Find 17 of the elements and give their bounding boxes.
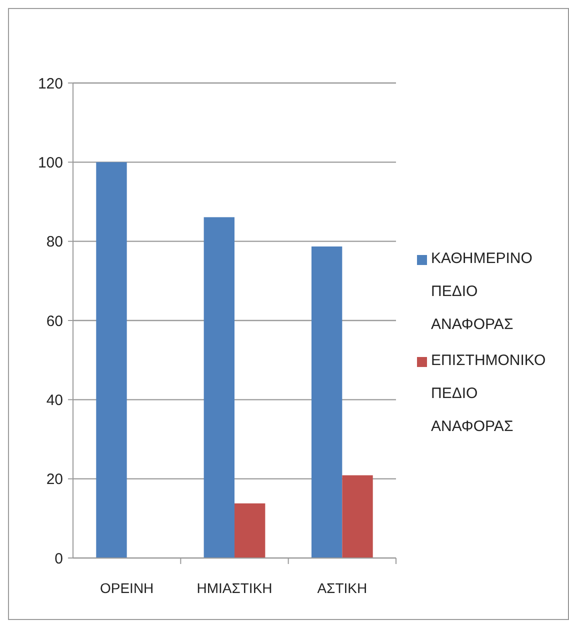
y-tick-label: 0 [54, 550, 63, 568]
y-tick-label: 100 [38, 154, 63, 172]
bar [234, 503, 266, 558]
y-tick-label: 80 [46, 234, 63, 251]
x-tick-label: ΟΡΕΙΝΗ [100, 580, 154, 596]
x-tick-label: ΑΣΤΙΚΗ [317, 580, 368, 596]
y-tick-label: 60 [46, 312, 63, 330]
x-tick-label: ΗΜΙΑΣΤΙΚΗ [196, 580, 272, 596]
y-tick-label: 40 [46, 392, 63, 409]
bar [96, 162, 127, 558]
y-tick-label: 20 [46, 471, 63, 488]
bar [311, 246, 342, 558]
bar [342, 475, 373, 558]
y-tick-label: 120 [38, 75, 63, 92]
legend-label: ΚΑΘΗΜΕΡΙΝΟ ΠΕΔΙΟ ΑΝΑΦΟΡΑΣ [431, 250, 532, 333]
bar [204, 217, 234, 558]
legend-label: ΕΠΙΣΤΗΜΟΝΙΚΟ ΠΕΔΙΟ ΑΝΑΦΟΡΑΣ [431, 352, 546, 435]
